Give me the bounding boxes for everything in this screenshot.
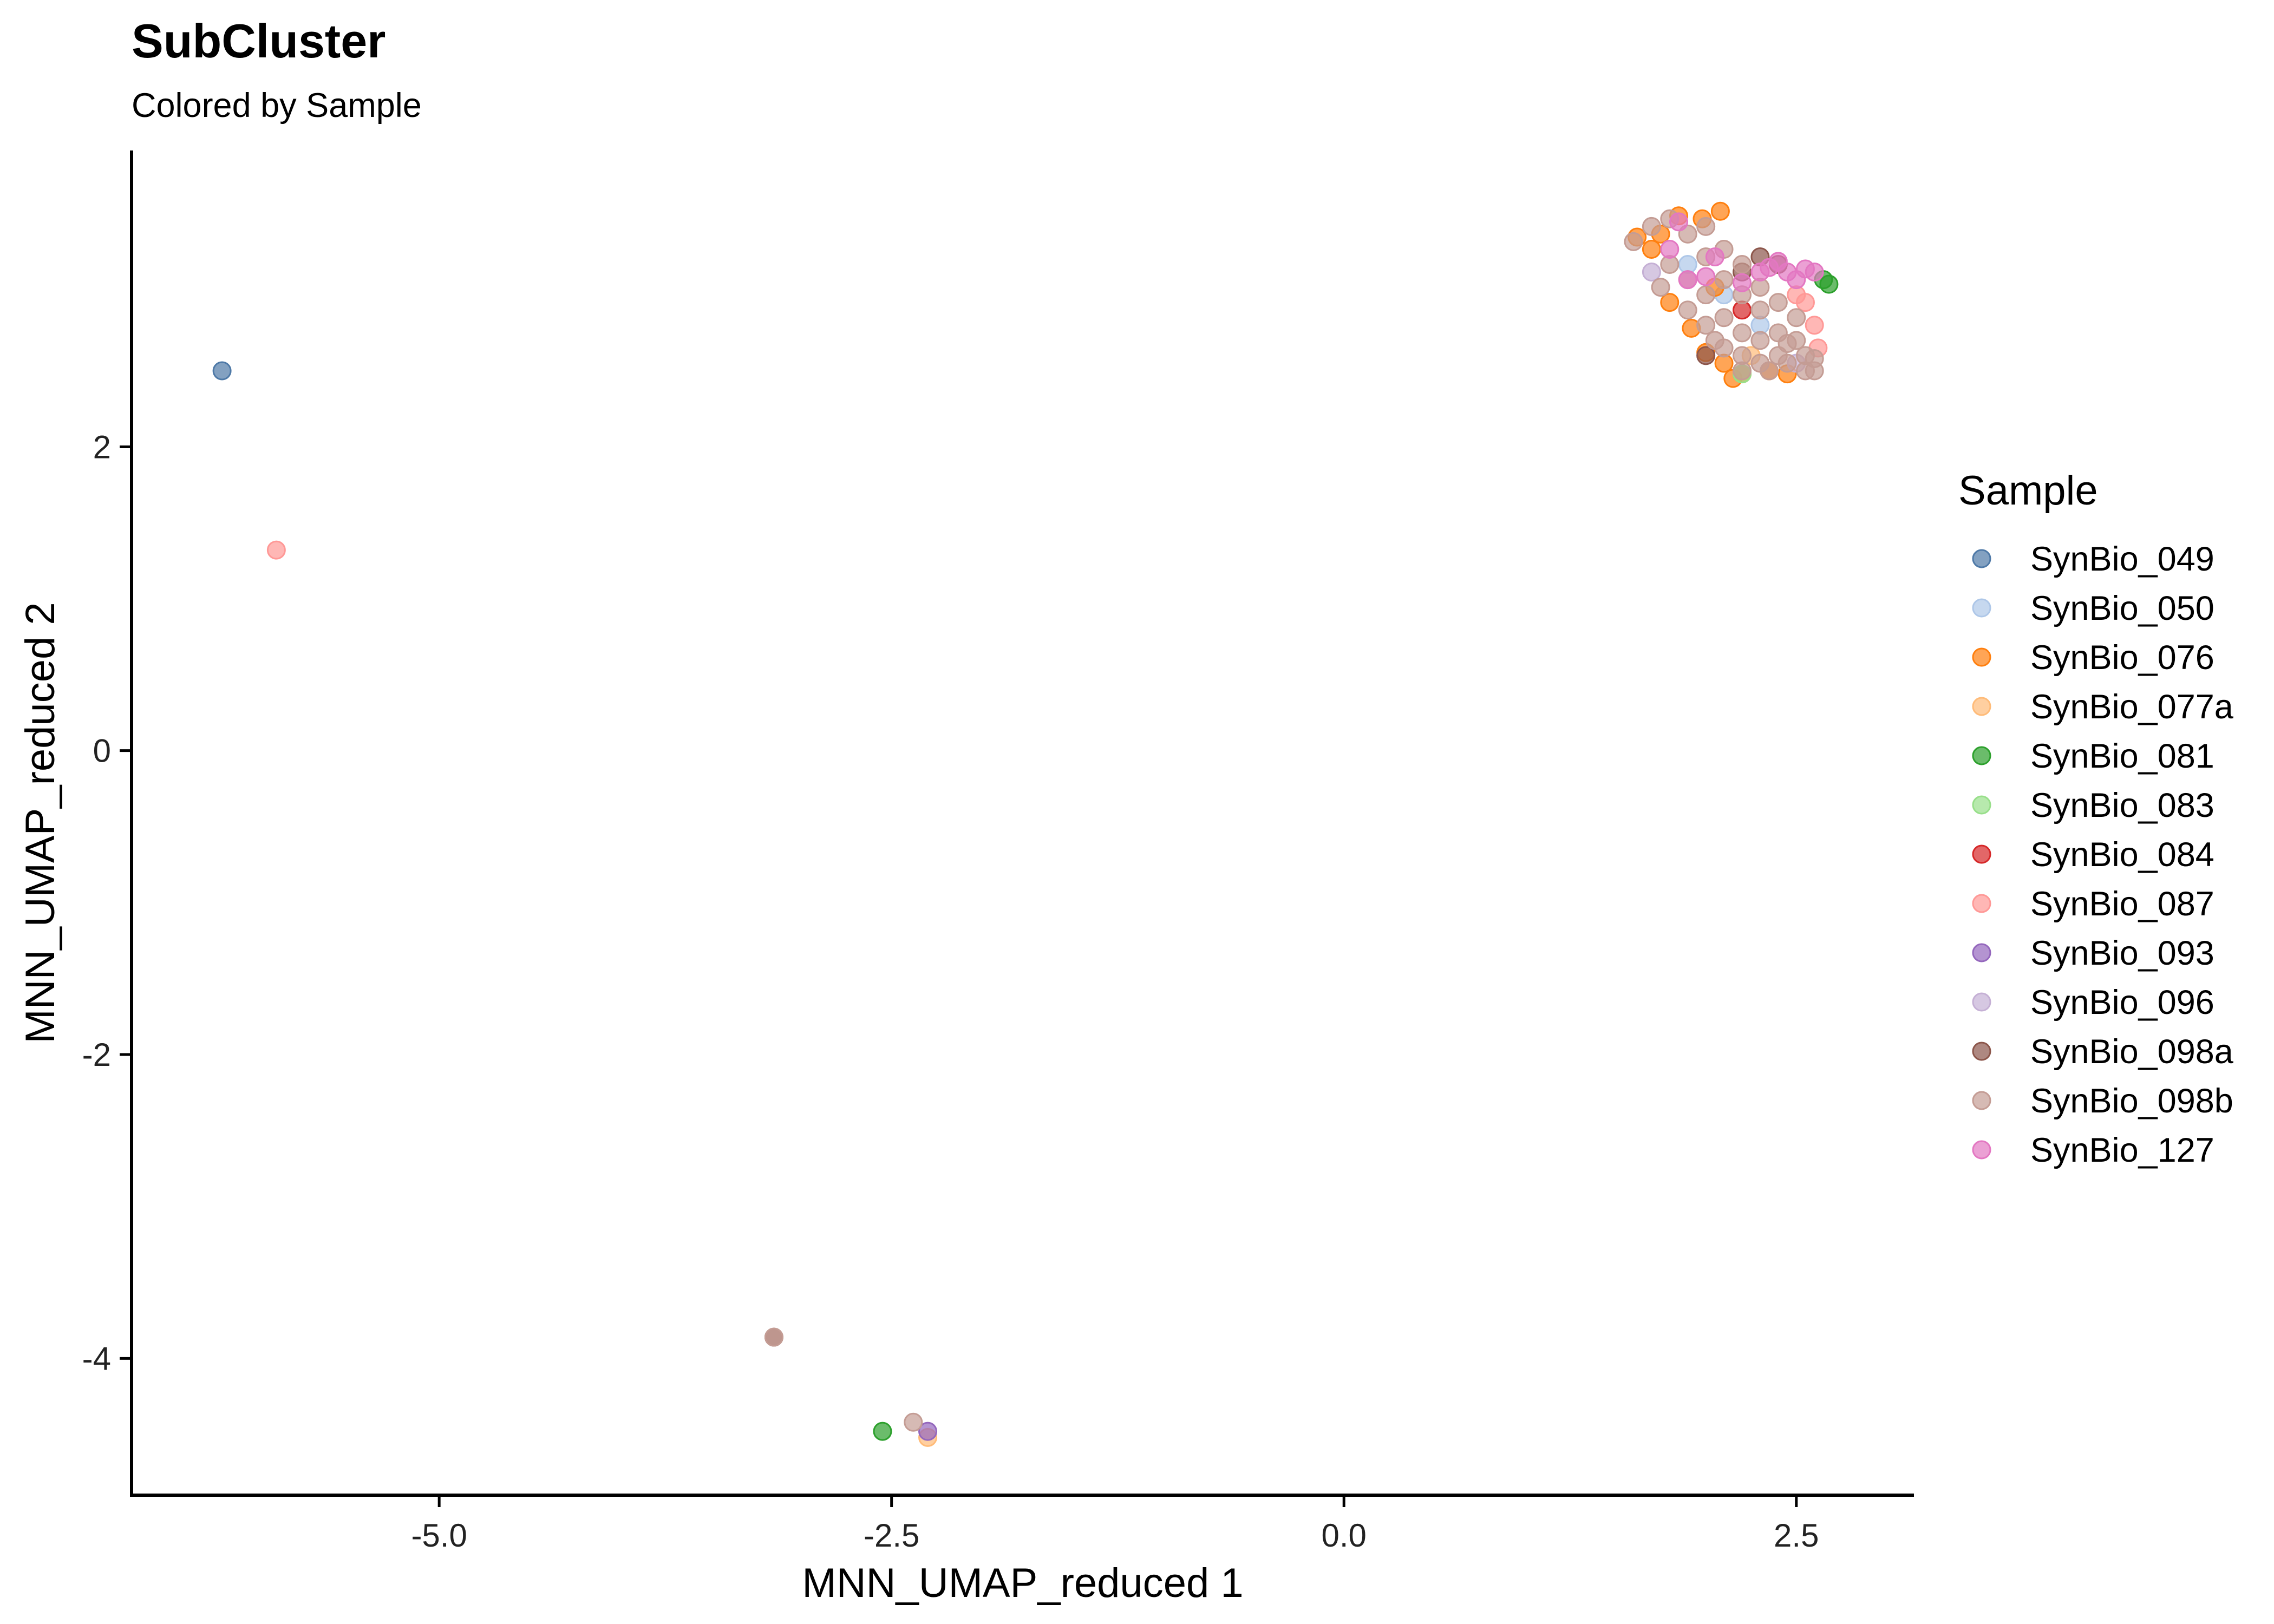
y-tick-label: 0 [93,733,111,769]
y-tick-label: -4 [82,1340,111,1377]
y-ticks: -4 -2 0 2 [82,429,132,1377]
legend-label: SynBio_127 [2030,1131,2214,1169]
x-ticks: -5.0 -2.5 0.0 2.5 [411,1495,1819,1554]
legend-items: SynBio_049 SynBio_050 SynBio_076 SynBio_077… [1972,540,2234,1169]
legend-key-synbio-050 [1972,598,1991,618]
x-tick-label: 2.5 [1774,1517,1819,1554]
chart-subtitle: Colored by Sample [132,87,422,125]
point-synbio-098b [1750,331,1770,350]
x-axis-title: MNN_UMAP_reduced 1 [802,1560,1243,1606]
legend-key-synbio-081 [1972,746,1991,765]
point-synbio-096 [1642,263,1661,282]
point-synbio-098b [1642,217,1661,236]
point-synbio-087 [1805,316,1824,335]
legend-label: SynBio_093 [2030,934,2214,972]
legend-key-synbio-096 [1972,992,1991,1012]
legend-label: SynBio_077a [2030,688,2234,726]
point-synbio-076 [1660,293,1680,312]
point-synbio-081 [873,1422,892,1441]
legend-label: SynBio_096 [2030,984,2214,1021]
y-axis-title: MNN_UMAP_reduced 2 [17,602,63,1043]
point-synbio-127 [1696,267,1716,286]
x-tick-label: -2.5 [864,1517,919,1554]
legend: Sample SynBio_049SynBio_050SynBio_076Syn… [1958,468,2234,1169]
legend-label: SynBio_087 [2030,885,2214,923]
point-synbio-127 [1768,252,1788,271]
point-synbio-098b [904,1412,923,1432]
legend-key-synbio-087 [1972,894,1991,913]
point-synbio-098b [1696,316,1716,335]
point-synbio-098b [1778,333,1797,353]
point-synbio-098b [1732,255,1752,274]
points-layer [212,201,1839,1447]
point-synbio-093 [918,1422,938,1441]
legend-title: Sample [1958,468,2098,514]
point-synbio-127 [1705,247,1724,266]
legend-label: SynBio_049 [2030,540,2214,578]
legend-key-synbio-098b [1972,1091,1991,1110]
chart-title: SubCluster [132,14,385,68]
point-synbio-127 [1787,270,1806,290]
point-synbio-098b [1750,300,1770,320]
point-synbio-098b [764,1327,783,1347]
legend-label: SynBio_050 [2030,590,2214,627]
legend-key-synbio-098a [1972,1042,1991,1061]
y-tick-label: -2 [82,1037,111,1073]
legend-label: SynBio_083 [2030,787,2214,824]
legend-label: SynBio_076 [2030,639,2214,677]
point-synbio-098b [1678,300,1697,320]
legend-key-synbio-093 [1972,943,1991,962]
legend-key-synbio-076 [1972,647,1991,667]
point-synbio-098b [1714,270,1734,290]
point-synbio-127 [1678,270,1697,290]
point-synbio-098b [1696,285,1716,305]
legend-key-synbio-049 [1972,549,1991,568]
legend-label: SynBio_081 [2030,737,2214,775]
point-synbio-127 [1732,273,1752,292]
point-synbio-098b [1778,353,1797,373]
point-synbio-098b [1714,308,1734,328]
legend-label: SynBio_098b [2030,1082,2233,1120]
legend-label: SynBio_098a [2030,1033,2234,1071]
point-synbio-098b [1624,232,1643,251]
point-synbio-098b [1705,331,1724,350]
point-synbio-127 [1669,212,1689,232]
point-synbio-081 [1819,274,1839,294]
point-synbio-098b [1805,349,1824,369]
point-synbio-098b [1732,361,1752,381]
point-synbio-049 [212,361,232,381]
point-synbio-098a [1696,346,1716,365]
point-synbio-076 [1642,239,1661,259]
legend-key-synbio-127 [1972,1140,1991,1160]
point-synbio-098b [1768,293,1788,312]
point-synbio-127 [1805,263,1824,282]
point-synbio-098b [1760,361,1779,381]
legend-label: SynBio_084 [2030,836,2214,874]
point-synbio-098b [1696,217,1716,236]
point-synbio-127 [1660,239,1680,259]
x-tick-label: -5.0 [411,1517,467,1554]
x-tick-label: 0.0 [1322,1517,1367,1554]
legend-key-synbio-084 [1972,844,1991,864]
point-synbio-087 [266,540,286,560]
y-tick-label: 2 [93,429,111,465]
point-synbio-098b [1787,308,1806,328]
legend-key-synbio-083 [1972,795,1991,815]
point-synbio-098b [1651,278,1670,297]
point-synbio-098b [1732,323,1752,343]
legend-key-synbio-077a [1972,697,1991,716]
point-synbio-076 [1710,201,1730,221]
